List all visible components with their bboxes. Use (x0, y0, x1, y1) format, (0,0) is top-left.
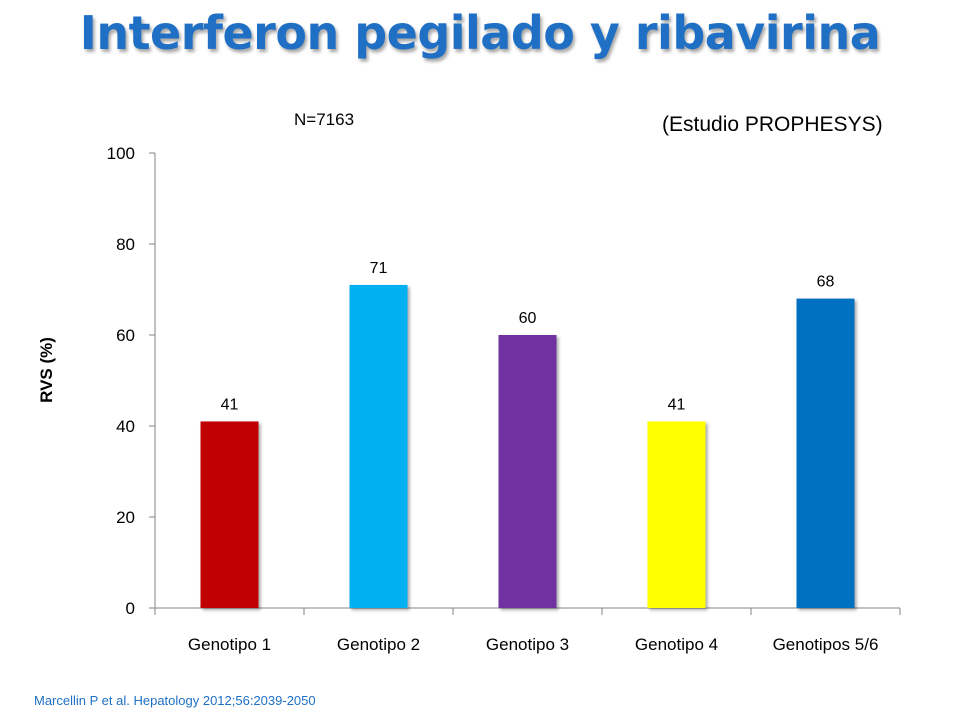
y-tick-label: 60 (116, 326, 135, 345)
bar (200, 421, 259, 608)
y-axis-title: RVS (%) (37, 337, 56, 403)
data-label: 41 (668, 396, 686, 413)
slide-title: Interferon pegilado y ribavirina (79, 6, 881, 60)
y-tick-label: 100 (107, 144, 135, 163)
y-tick-label: 20 (116, 508, 135, 527)
bar (796, 298, 855, 608)
sample-size-annotation: N=7163 (294, 110, 355, 129)
x-category-label: Genotipo 4 (635, 635, 718, 654)
x-category-label: Genotipo 2 (337, 635, 420, 654)
x-category-label: Genotipos 5/6 (773, 635, 879, 654)
study-name-annotation: (Estudio PROPHESYS) (662, 113, 883, 136)
x-category-label: Genotipo 1 (188, 635, 271, 654)
y-tick-label: 40 (116, 417, 135, 436)
bar (498, 335, 557, 608)
bar (647, 421, 706, 608)
x-category-label: Genotipo 3 (486, 635, 569, 654)
data-label: 60 (519, 310, 537, 327)
bar (349, 284, 408, 608)
data-label: 68 (817, 274, 835, 291)
data-label: 71 (370, 260, 388, 277)
y-tick-label: 0 (126, 599, 135, 618)
y-tick-label: 80 (116, 235, 135, 254)
citation: Marcellin P et al. Hepatology 2012;56:20… (34, 693, 316, 708)
data-label: 41 (221, 396, 239, 413)
